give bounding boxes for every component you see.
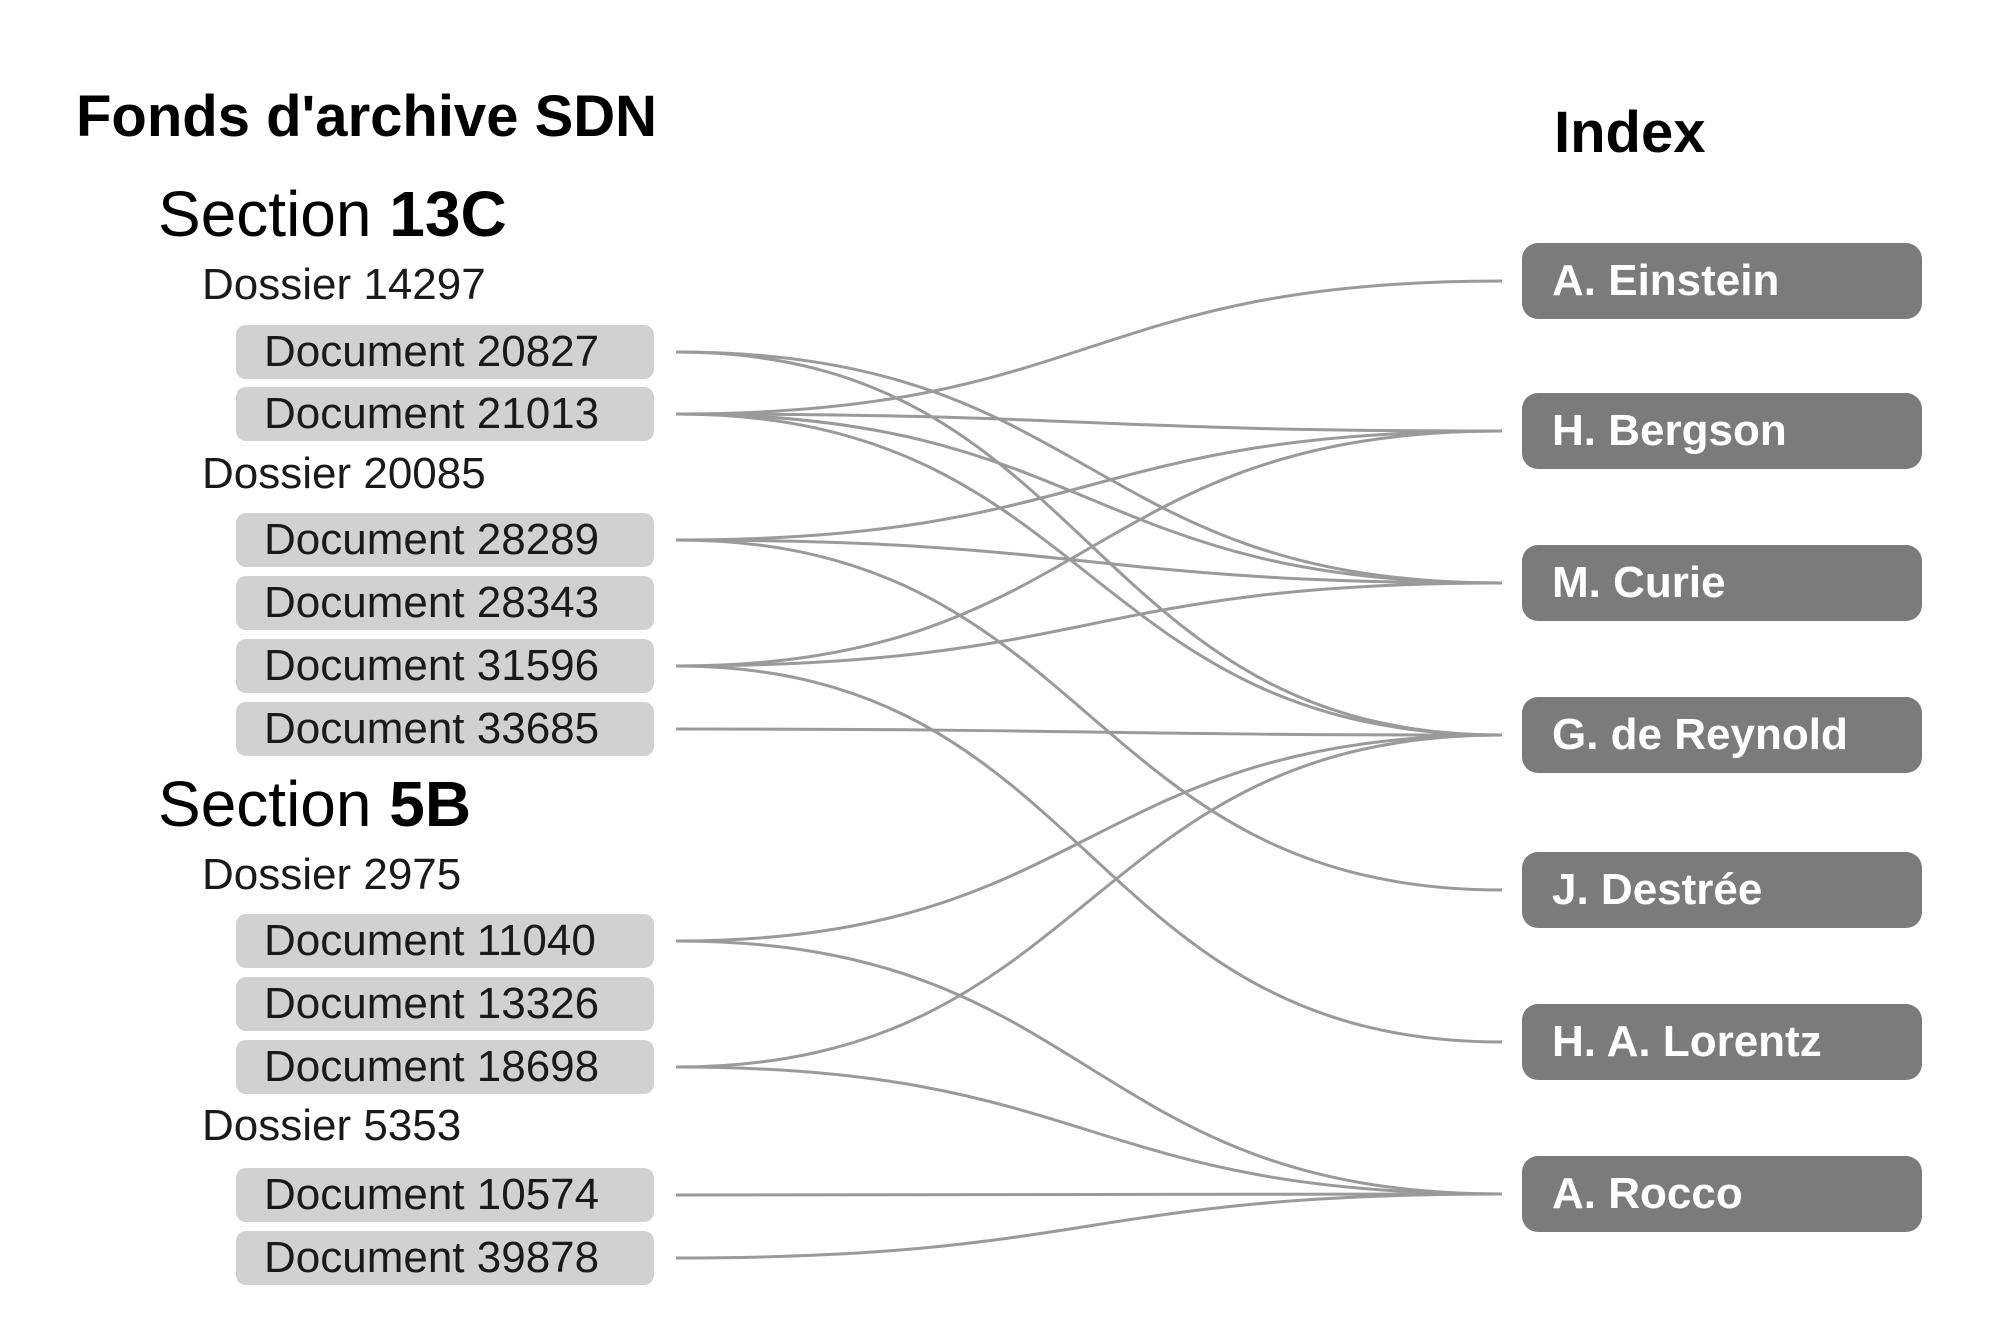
link-28289-destree (675, 538, 1503, 892)
document-item[interactable]: Document 31596 (236, 639, 654, 693)
link-20827-curie (675, 350, 1503, 585)
document-item[interactable]: Document 33685 (236, 702, 654, 756)
index-entry[interactable]: A. Einstein (1522, 243, 1922, 319)
link-31596-curie (675, 581, 1503, 668)
section-prefix: Section (158, 178, 372, 250)
link-10574-rocco (675, 1192, 1503, 1197)
link-39878-rocco (675, 1192, 1503, 1260)
dossier-label: Dossier 20085 (202, 449, 486, 498)
document-item[interactable]: Document 28289 (236, 513, 654, 567)
link-21013-curie (675, 412, 1503, 585)
link-18698-reynold (675, 733, 1503, 1069)
section-prefix: Section (158, 768, 372, 840)
index-entry[interactable]: H. A. Lorentz (1522, 1004, 1922, 1080)
section-heading: Section 5B (158, 772, 471, 836)
link-28289-bergson (675, 429, 1503, 542)
link-31596-bergson (675, 429, 1503, 668)
index-entry[interactable]: J. Destrée (1522, 852, 1922, 928)
document-item[interactable]: Document 21013 (236, 387, 654, 441)
document-item[interactable]: Document 20827 (236, 325, 654, 379)
section-heading: Section 13C (158, 182, 507, 246)
document-item[interactable]: Document 13326 (236, 977, 654, 1031)
section-code: 13C (389, 178, 507, 250)
dossier-label: Dossier 5353 (202, 1101, 462, 1150)
document-item[interactable]: Document 39878 (236, 1231, 654, 1285)
dossier-label: Dossier 14297 (202, 260, 486, 309)
index-entry[interactable]: M. Curie (1522, 545, 1922, 621)
link-21013-einstein (675, 279, 1503, 416)
link-28289-curie (675, 538, 1503, 585)
dossier-label: Dossier 2975 (202, 850, 462, 899)
document-item[interactable]: Document 10574 (236, 1168, 654, 1222)
link-21013-bergson (675, 412, 1503, 433)
index-entry[interactable]: H. Bergson (1522, 393, 1922, 469)
link-21013-reynold (675, 412, 1503, 737)
link-33685-reynold (675, 727, 1503, 737)
archive-title: Fonds d'archive SDN (76, 84, 658, 149)
link-31596-lorentz (675, 664, 1503, 1044)
document-item[interactable]: Document 28343 (236, 576, 654, 630)
index-entry[interactable]: A. Rocco (1522, 1156, 1922, 1232)
link-11040-reynold (675, 733, 1503, 943)
document-item[interactable]: Document 18698 (236, 1040, 654, 1094)
index-entry[interactable]: G. de Reynold (1522, 697, 1922, 773)
link-18698-rocco (675, 1065, 1503, 1196)
document-item[interactable]: Document 11040 (236, 914, 654, 968)
link-20827-reynold (675, 350, 1503, 737)
section-code: 5B (389, 768, 472, 840)
link-11040-rocco (675, 939, 1503, 1196)
index-title: Index (1554, 100, 1706, 165)
